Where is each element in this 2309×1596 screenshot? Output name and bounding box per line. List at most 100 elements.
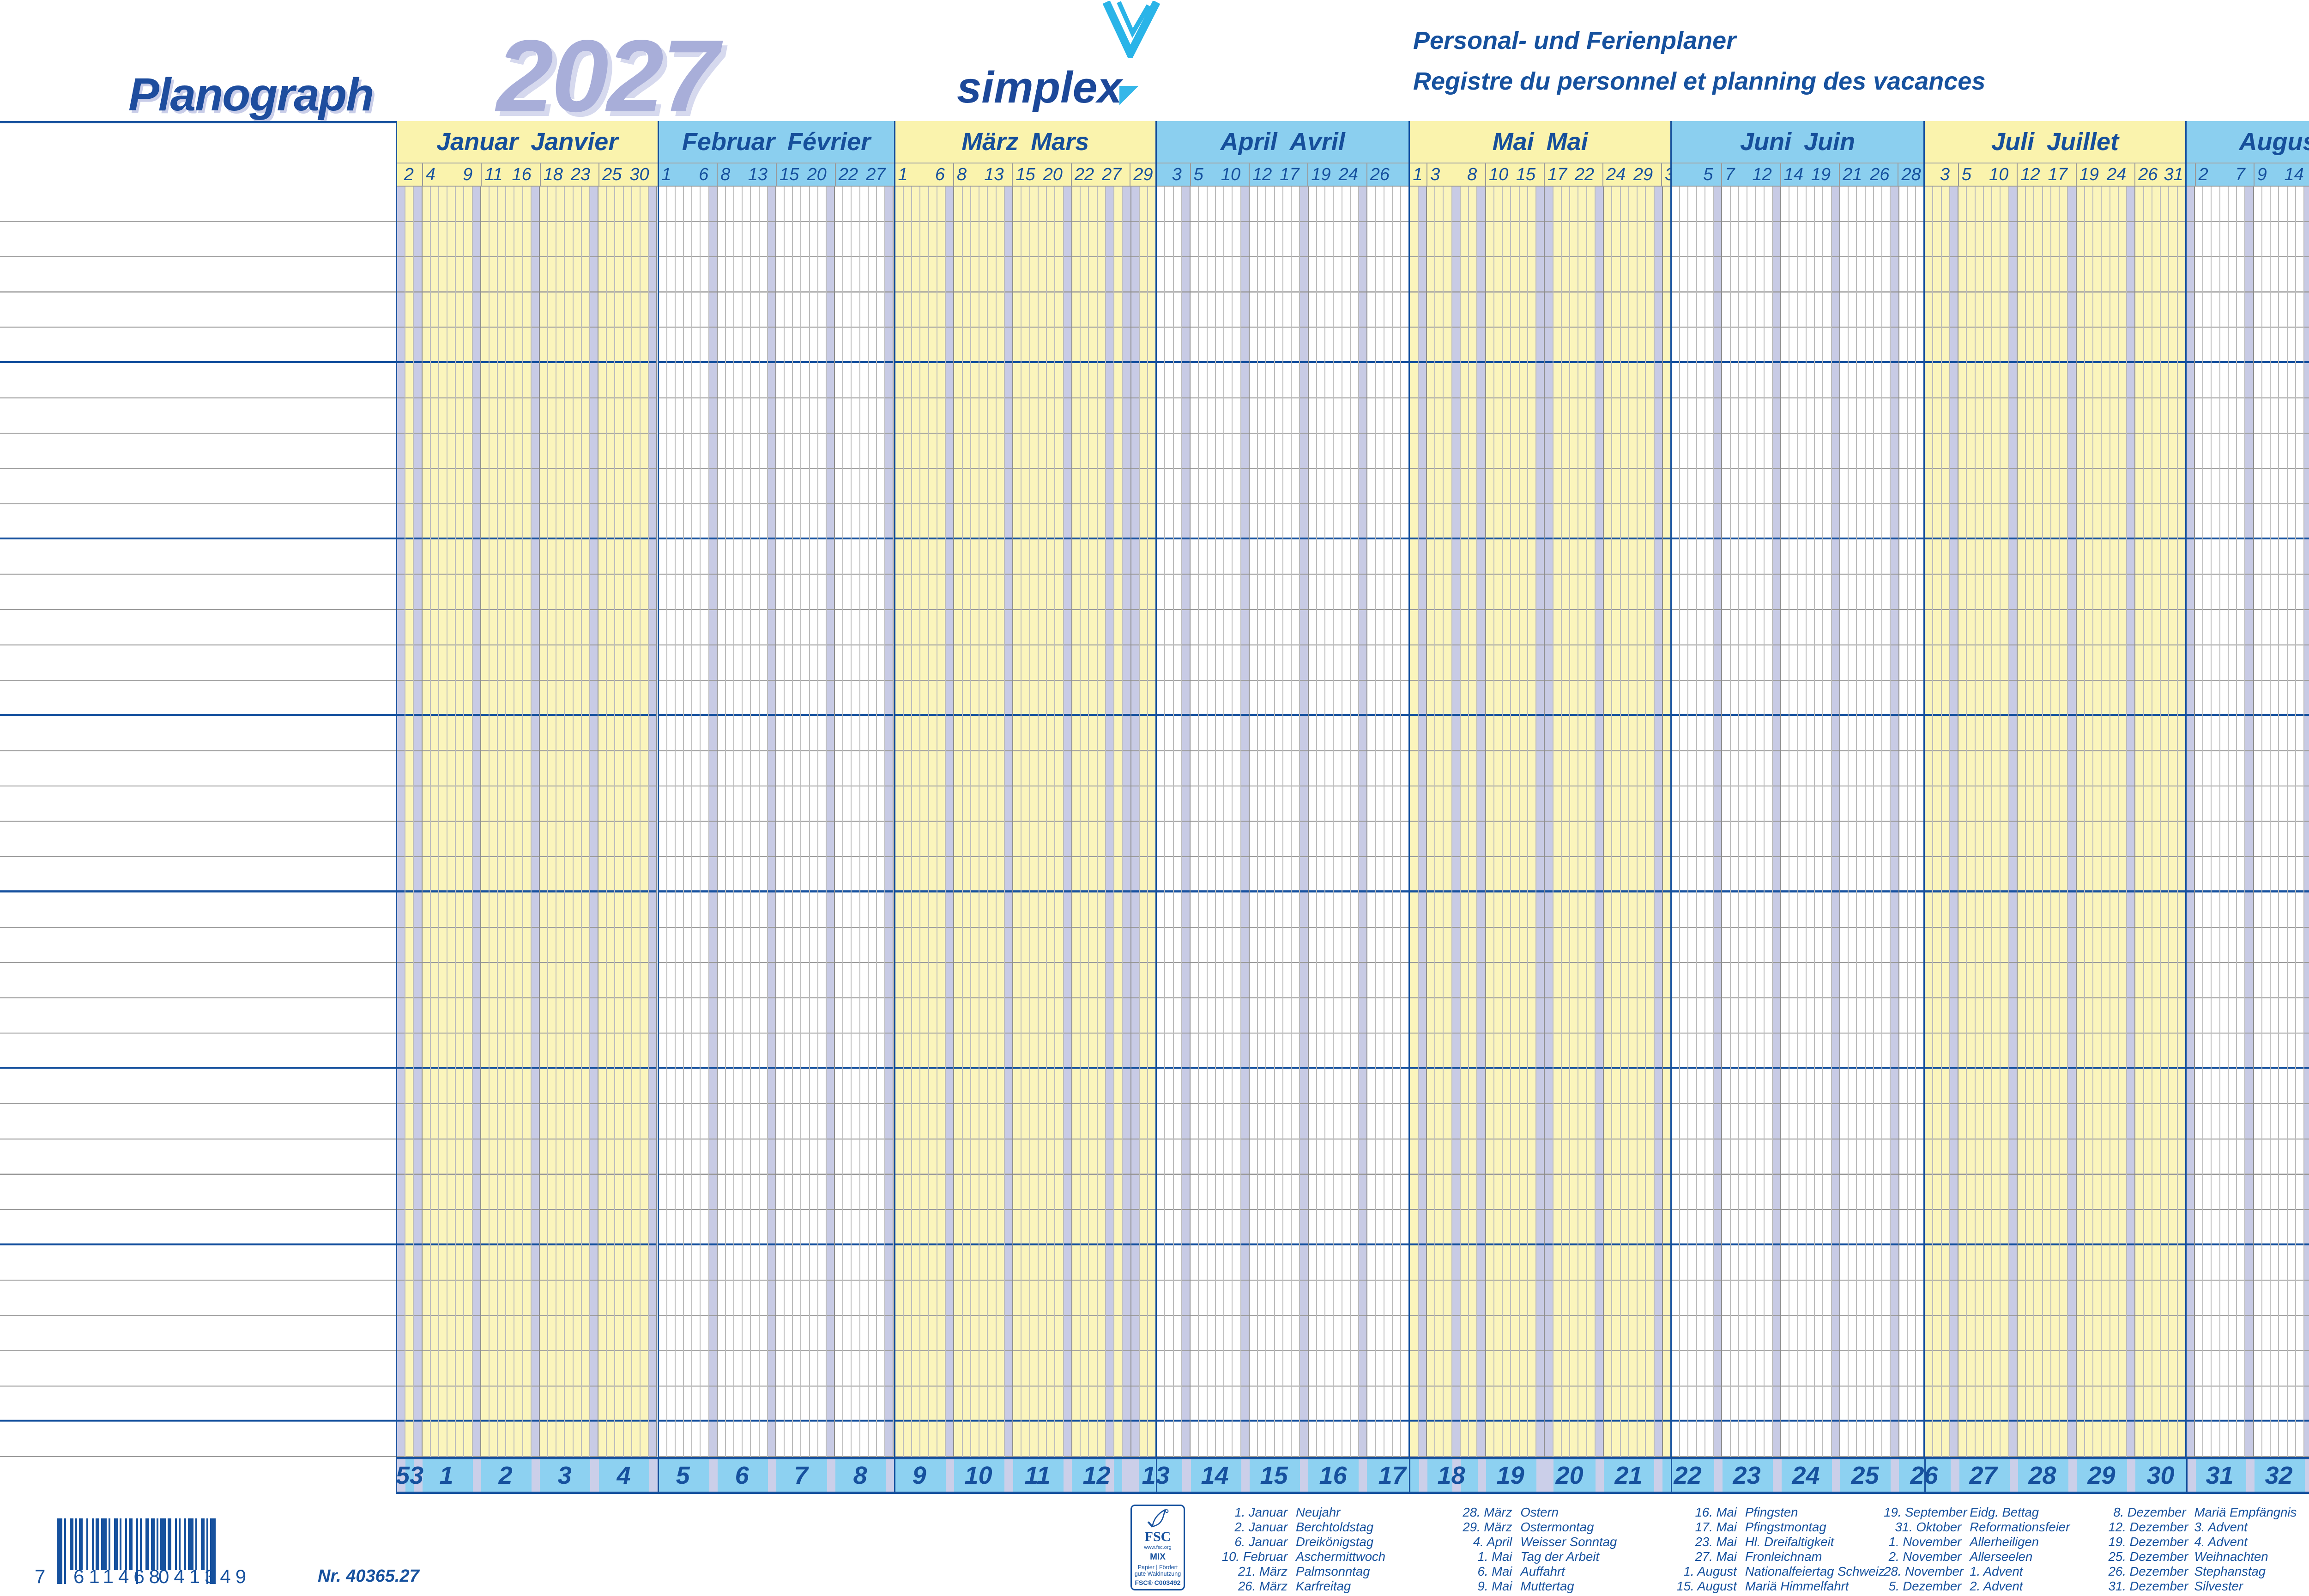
day-cell[interactable]: [405, 187, 414, 1457]
day-cell[interactable]: [1503, 187, 1511, 1457]
day-cell[interactable]: [2212, 187, 2220, 1457]
day-cell[interactable]: [1308, 187, 1317, 1457]
day-cell[interactable]: [1469, 187, 1478, 1457]
day-cell[interactable]: [776, 187, 785, 1457]
day-cell[interactable]: [1081, 187, 1089, 1457]
day-cell[interactable]: [1764, 187, 1773, 1457]
day-cell[interactable]: [1789, 187, 1798, 1457]
day-cell[interactable]: [929, 187, 937, 1457]
day-cell[interactable]: [1165, 187, 1174, 1457]
day-cell[interactable]: [692, 187, 701, 1457]
day-cell[interactable]: [2068, 187, 2077, 1457]
day-cell[interactable]: [868, 187, 877, 1457]
day-cell[interactable]: [860, 187, 869, 1457]
day-cell[interactable]: [768, 187, 776, 1457]
day-cell[interactable]: [1899, 187, 1908, 1457]
day-cell[interactable]: [1882, 187, 1891, 1457]
day-cell[interactable]: [759, 187, 768, 1457]
day-cell[interactable]: [2076, 187, 2085, 1457]
day-cell[interactable]: [835, 187, 844, 1457]
day-cell[interactable]: [1477, 187, 1486, 1457]
day-cell[interactable]: [1300, 187, 1309, 1457]
day-cell[interactable]: [1561, 187, 1571, 1457]
day-cell[interactable]: [1697, 187, 1705, 1457]
day-cell[interactable]: [810, 187, 818, 1457]
day-cell[interactable]: [1215, 187, 1225, 1457]
day-cell[interactable]: [2186, 187, 2195, 1457]
day-cell[interactable]: [988, 187, 997, 1457]
day-cell[interactable]: [1435, 187, 1444, 1457]
names-column[interactable]: [0, 187, 396, 1457]
day-cell[interactable]: [1384, 187, 1393, 1457]
day-cell[interactable]: [1747, 187, 1756, 1457]
day-cell[interactable]: [472, 187, 481, 1457]
day-cell[interactable]: [2203, 187, 2212, 1457]
day-cell[interactable]: [615, 187, 624, 1457]
day-cell[interactable]: [581, 187, 590, 1457]
day-cell[interactable]: [1367, 187, 1376, 1457]
day-cell[interactable]: [1004, 187, 1013, 1457]
day-cell[interactable]: [1595, 187, 1604, 1457]
day-cell[interactable]: [971, 187, 979, 1457]
day-cell[interactable]: [649, 187, 658, 1457]
day-cell[interactable]: [1097, 187, 1106, 1457]
day-cell[interactable]: [1452, 187, 1461, 1457]
day-cell[interactable]: [2287, 187, 2296, 1457]
day-cell[interactable]: [1317, 187, 1326, 1457]
day-cell[interactable]: [1849, 187, 1857, 1457]
day-cell[interactable]: [1815, 187, 1824, 1457]
day-cell[interactable]: [2118, 187, 2128, 1457]
day-cell[interactable]: [1013, 187, 1022, 1457]
day-cell[interactable]: [1342, 187, 1351, 1457]
day-cell[interactable]: [1444, 187, 1452, 1457]
day-cell[interactable]: [464, 187, 473, 1457]
day-cell[interactable]: [979, 187, 988, 1457]
day-cell[interactable]: [439, 187, 448, 1457]
day-cell[interactable]: [895, 187, 904, 1457]
day-cell[interactable]: [954, 187, 963, 1457]
day-cell[interactable]: [2034, 187, 2043, 1457]
day-cell[interactable]: [785, 187, 793, 1457]
day-cell[interactable]: [2304, 187, 2309, 1457]
day-cell[interactable]: [2161, 187, 2170, 1457]
day-cell[interactable]: [1907, 187, 1916, 1457]
day-cell[interactable]: [523, 187, 532, 1457]
day-cell[interactable]: [793, 187, 802, 1457]
day-cell[interactable]: [2009, 187, 2018, 1457]
day-cell[interactable]: [1114, 187, 1123, 1457]
day-cell[interactable]: [1325, 187, 1334, 1457]
day-cell[interactable]: [1089, 187, 1098, 1457]
day-cell[interactable]: [1646, 187, 1655, 1457]
day-cell[interactable]: [1350, 187, 1360, 1457]
day-cell[interactable]: [2169, 187, 2178, 1457]
day-cell[interactable]: [1688, 187, 1697, 1457]
day-cell[interactable]: [456, 187, 465, 1457]
day-cell[interactable]: [1992, 187, 2001, 1457]
day-cell[interactable]: [701, 187, 709, 1457]
day-cell[interactable]: [1494, 187, 1503, 1457]
day-cell[interactable]: [1891, 187, 1899, 1457]
day-cell[interactable]: [1131, 187, 1140, 1457]
day-cell[interactable]: [1975, 187, 1984, 1457]
day-cell[interactable]: [1958, 187, 1967, 1457]
day-cell[interactable]: [2152, 187, 2161, 1457]
day-cell[interactable]: [1967, 187, 1976, 1457]
day-cell[interactable]: [1064, 187, 1072, 1457]
day-cell[interactable]: [1427, 187, 1436, 1457]
day-cell[interactable]: [1941, 187, 1950, 1457]
day-cell[interactable]: [734, 187, 743, 1457]
day-cell[interactable]: [1798, 187, 1807, 1457]
day-cell[interactable]: [2245, 187, 2254, 1457]
day-cell[interactable]: [920, 187, 929, 1457]
day-cell[interactable]: [1654, 187, 1663, 1457]
day-cell[interactable]: [447, 187, 456, 1457]
day-cell[interactable]: [1123, 187, 1131, 1457]
day-cell[interactable]: [2127, 187, 2136, 1457]
day-cell[interactable]: [481, 187, 490, 1457]
day-cell[interactable]: [2135, 187, 2144, 1457]
day-cell[interactable]: [1823, 187, 1832, 1457]
day-cell[interactable]: [2177, 187, 2185, 1457]
day-cell[interactable]: [2085, 187, 2094, 1457]
day-cell[interactable]: [1182, 187, 1191, 1457]
day-cell[interactable]: [1258, 187, 1267, 1457]
